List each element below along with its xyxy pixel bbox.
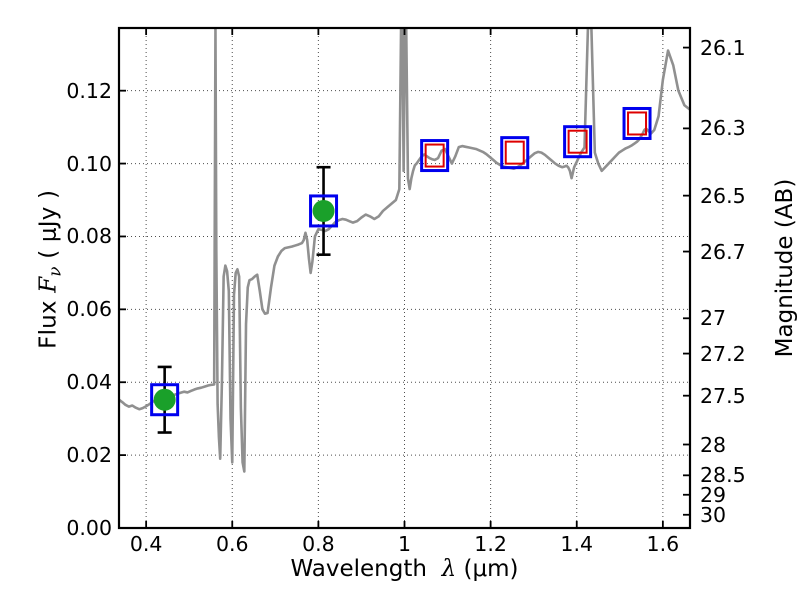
marker-square-outer xyxy=(622,106,652,140)
x-axis-title-prefix: Wavelength xyxy=(290,556,427,582)
marker-circle xyxy=(153,388,176,411)
marker-square-outer xyxy=(500,136,530,170)
x-axis-tick-label: 1.6 xyxy=(646,532,680,556)
y-axis-left-tick-label: 0.10 xyxy=(66,151,112,176)
y-axis-right-tick-label: 30 xyxy=(700,502,727,527)
y-axis-right-tick-label: 29 xyxy=(700,482,727,507)
x-axis-tick-label: 0.4 xyxy=(129,532,163,556)
y-axis-left-tick-labels: 0.00 0.02 0.04 0.06 0.08 0.10 0.12 xyxy=(4,0,112,600)
x-axis-title-unit: (μm) xyxy=(463,556,519,582)
y-axis-left-tick-label: 0.00 xyxy=(66,515,112,540)
y-axis-left-tick-label: 0.12 xyxy=(66,78,112,103)
x-axis-tick-label: 0.8 xyxy=(302,532,335,556)
y-axis-right-tick-label: 27.5 xyxy=(700,383,746,408)
x-axis-tick-labels: 0.4 0.6 0.8 1 1.2 1.4 1.6 xyxy=(0,534,800,574)
x-axis-title: Wavelength λ (μm) xyxy=(119,556,690,582)
y-axis-right-tick-label: 26.5 xyxy=(700,183,746,208)
y-axis-right-tick-label: 27 xyxy=(700,306,727,331)
y-axis-right-tick-label: 26.1 xyxy=(700,35,746,60)
marker-square-outer xyxy=(309,194,339,228)
marker-square-outer xyxy=(150,383,180,417)
y-axis-right-tick-label: 28 xyxy=(700,432,727,457)
marker-square-inner xyxy=(627,111,648,136)
y-axis-right-tick-labels: 26.1 26.3 26.5 26.7 27 27.2 27.5 28 28.5 29 30 xyxy=(700,0,800,600)
y-axis-left-tick-label: 0.02 xyxy=(66,442,112,467)
marker-square-outer xyxy=(563,125,593,159)
marker-square-inner xyxy=(567,129,588,154)
marker-circle xyxy=(312,199,335,222)
y-axis-right-tick-label: 26.3 xyxy=(700,116,746,141)
model-photometry-point xyxy=(563,125,593,159)
marker-square-inner xyxy=(504,140,525,165)
x-axis-tick-label: 1.2 xyxy=(474,532,507,556)
x-axis-tick-label: 0.6 xyxy=(215,532,249,556)
observed-photometry-point xyxy=(309,165,339,256)
marker-square-inner xyxy=(424,143,445,168)
y-axis-right-tick-label: 26.7 xyxy=(700,239,746,264)
observed-photometry-point xyxy=(150,365,180,434)
model-photometry-point xyxy=(622,106,652,140)
x-axis-title-symbol: λ xyxy=(441,556,457,582)
y-axis-left-tick-label: 0.08 xyxy=(66,224,112,249)
model-photometry-point xyxy=(500,136,530,170)
y-axis-left-tick-label: 0.06 xyxy=(66,297,112,322)
x-axis-tick-label: 1.4 xyxy=(560,532,594,556)
marker-square-outer xyxy=(420,139,450,173)
x-axis-tick-label: 1 xyxy=(397,532,412,556)
y-axis-right-tick-label: 27.2 xyxy=(700,341,746,366)
y-axis-right-tick-label: 28.5 xyxy=(700,463,746,488)
axes-frame xyxy=(117,26,692,530)
model-photometry-point xyxy=(420,139,450,173)
y-axis-left-tick-label: 0.04 xyxy=(66,369,112,394)
